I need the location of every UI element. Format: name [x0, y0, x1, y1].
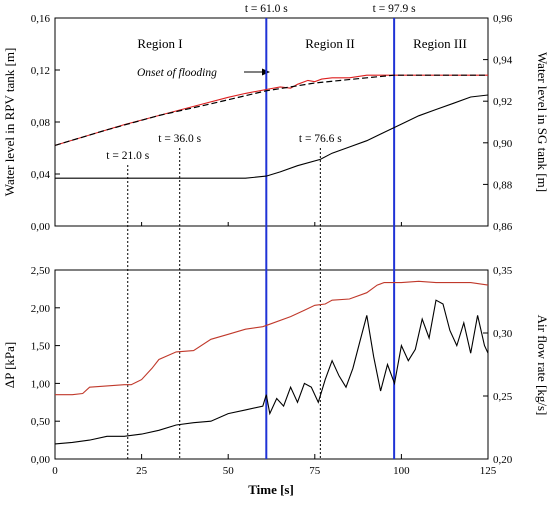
pressure-drop-line [54, 299, 489, 445]
bottom-panel: ΔP [kPa] Air flow rate [kg/s] Time [s] [2, 269, 550, 497]
bottom-right-ytick-label: 0,35 [493, 265, 513, 277]
top-ylabel-left: Water level in RPV tank [m] [2, 48, 17, 197]
region-3-label: Region III [413, 36, 467, 51]
bottom-left-ytick-label: 2,50 [31, 265, 51, 277]
rpv-water-level-line [54, 74, 488, 146]
top-ylabel-right: Water level in SG tank [m] [535, 52, 550, 192]
top-right-ytick-label: 0,92 [493, 96, 512, 108]
top-right-ytick-label: 0,94 [493, 55, 513, 67]
top-right-ytick-label: 0,88 [493, 179, 513, 191]
bottom-right-ytick-label: 0,25 [493, 391, 513, 403]
top-left-ytick-label: 0,08 [31, 117, 51, 129]
onset-annotation: Onset of flooding [137, 67, 217, 79]
bottom-left-ytick-label: 2,00 [31, 303, 51, 315]
bottom-right-ytick-label: 0,20 [493, 454, 513, 466]
bottom-xtick-label: 125 [480, 465, 497, 477]
bottom-xtick-label: 0 [52, 465, 58, 477]
blue-time-label: t = 97.9 s [373, 3, 416, 15]
region-2-label: Region II [305, 36, 354, 51]
top-left-ytick-label: 0,12 [31, 65, 50, 77]
bottom-xtick-label: 50 [223, 465, 235, 477]
top-right-ytick-label: 0,90 [493, 138, 513, 150]
bottom-ylabel-right: Air flow rate [kg/s] [535, 315, 550, 416]
blue-time-label: t = 61.0 s [245, 3, 288, 15]
top-left-ytick-label: 0,16 [31, 13, 51, 25]
rpv-trend-dashed-line [54, 74, 488, 146]
bottom-plot-frame [54, 269, 489, 460]
bottom-xtick-label: 25 [136, 465, 148, 477]
top-right-ytick-label: 0,96 [493, 13, 513, 25]
chart-marks: 0,00 0,04 0,08 0,12 0,16 0,86 0,88 0,90 0,92 0,94… [31, 3, 513, 477]
bottom-xtick-label: 75 [309, 465, 321, 477]
region-1-label: Region I [137, 36, 182, 51]
air-flow-rate-line [55, 280, 489, 396]
bottom-xtick-label: 100 [393, 465, 410, 477]
bottom-left-ytick-label: 0,00 [31, 454, 51, 466]
top-left-ytick-label: 0,00 [31, 221, 51, 233]
top-right-ytick-label: 0,86 [493, 221, 513, 233]
top-panel: Water level in RPV tank [m] Water level … [2, 17, 550, 227]
bottom-left-ytick-label: 1,00 [31, 378, 51, 390]
dotted-time-label: t = 21.0 s [106, 150, 149, 162]
bottom-xlabel: Time [s] [248, 482, 294, 497]
dotted-time-label: t = 36.0 s [158, 133, 201, 145]
bottom-left-ytick-label: 0,50 [31, 416, 51, 428]
sg-water-level-line [55, 94, 489, 179]
top-left-ytick-label: 0,04 [31, 169, 51, 181]
bottom-ylabel-left: ΔP [kPa] [2, 342, 17, 389]
dotted-time-label: t = 76.6 s [299, 133, 342, 145]
bottom-right-ytick-label: 0,30 [493, 328, 513, 340]
bottom-left-ytick-label: 1,50 [31, 341, 51, 353]
